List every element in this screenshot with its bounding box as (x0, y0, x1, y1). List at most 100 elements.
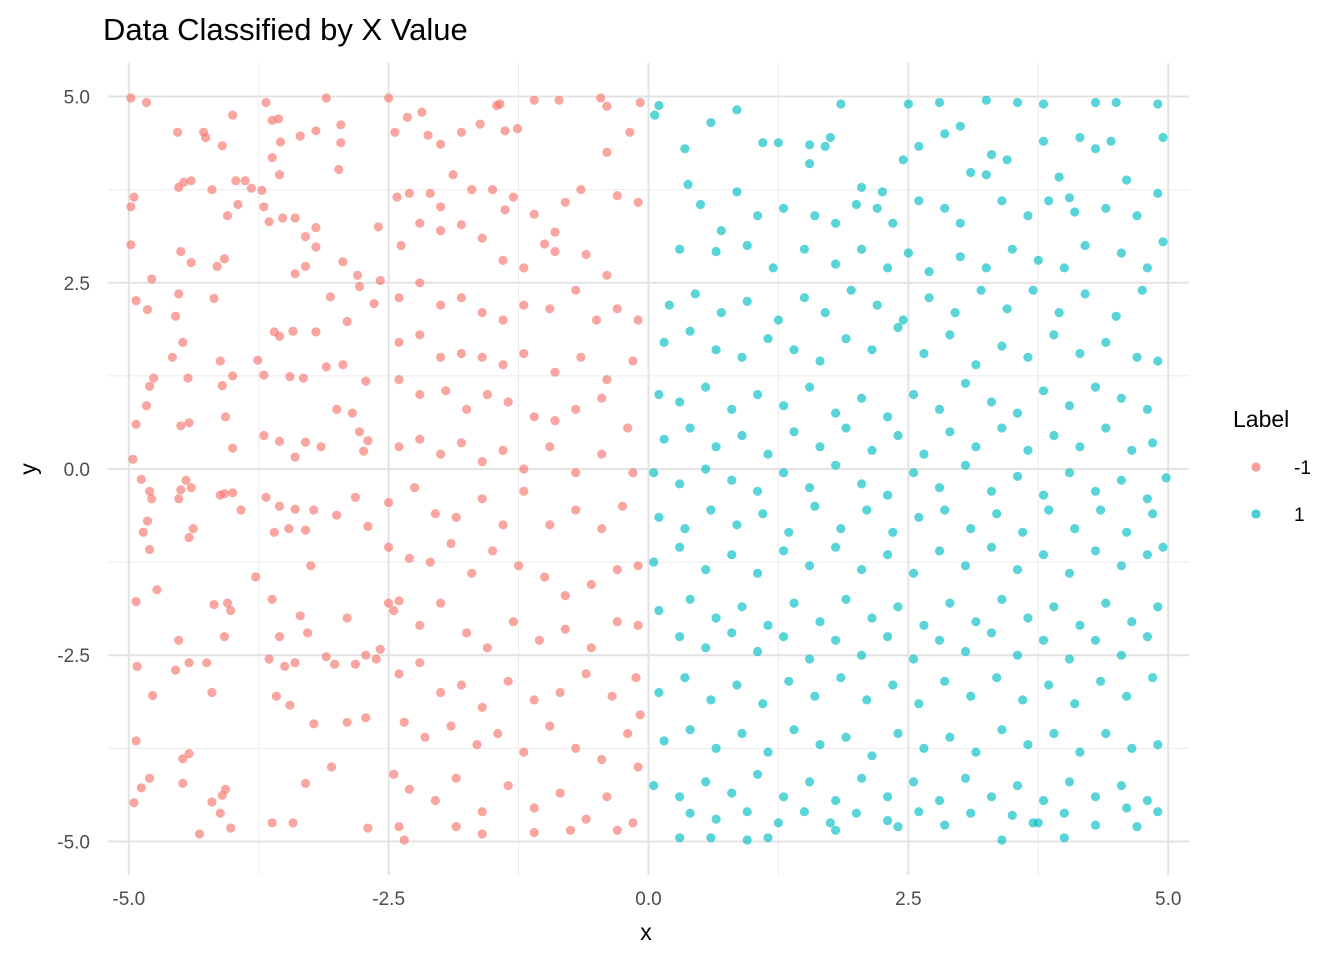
point-label-neg1 (300, 232, 311, 242)
point-label-neg1 (623, 423, 633, 433)
point-label-neg1 (178, 754, 188, 764)
point-label-pos1 (654, 605, 664, 616)
point-label-neg1 (285, 700, 295, 710)
point-label-neg1 (188, 524, 198, 534)
point-label-neg1 (456, 293, 466, 303)
point-label-neg1 (275, 137, 286, 147)
grid-major (108, 63, 1189, 875)
point-label-neg1 (300, 778, 311, 789)
point-label-pos1 (1116, 650, 1126, 660)
point-label-pos1 (1033, 255, 1043, 265)
point-label-neg1 (226, 605, 236, 616)
point-label-pos1 (888, 218, 898, 228)
point-label-pos1 (706, 695, 716, 705)
point-label-neg1 (251, 572, 261, 582)
point-label-neg1 (436, 300, 446, 310)
point-label-pos1 (1116, 561, 1126, 571)
point-label-neg1 (290, 504, 300, 514)
point-label-neg1 (477, 829, 487, 839)
point-label-pos1 (1064, 468, 1075, 478)
point-label-pos1 (1054, 172, 1064, 182)
point-label-neg1 (183, 373, 193, 383)
point-label-pos1 (1090, 144, 1101, 154)
point-label-neg1 (285, 372, 295, 382)
point-label-neg1 (602, 101, 612, 111)
point-label-pos1 (1090, 820, 1101, 830)
point-label-neg1 (396, 240, 406, 251)
point-label-pos1 (815, 356, 825, 366)
point-label-neg1 (295, 131, 305, 141)
point-label-neg1 (545, 442, 555, 452)
point-label-neg1 (482, 643, 492, 653)
point-label-neg1 (167, 352, 177, 362)
point-label-neg1 (147, 494, 157, 504)
point-label-pos1 (945, 427, 955, 437)
y-tick-label: 0.0 (64, 460, 90, 481)
point-label-neg1 (288, 326, 298, 336)
point-label-pos1 (888, 527, 898, 537)
point-label-pos1 (784, 527, 794, 537)
point-label-pos1 (805, 654, 815, 664)
point-label-pos1 (815, 617, 825, 627)
point-label-neg1 (207, 797, 217, 807)
point-label-pos1 (1007, 244, 1017, 254)
point-label-pos1 (1158, 132, 1168, 143)
point-label-neg1 (336, 138, 346, 148)
point-label-neg1 (201, 132, 211, 143)
point-label-pos1 (1142, 632, 1152, 642)
point-label-pos1 (986, 792, 997, 802)
point-label-pos1 (857, 565, 867, 575)
point-label-pos1 (986, 542, 997, 552)
point-label-neg1 (394, 596, 404, 606)
point-label-pos1 (934, 483, 945, 493)
point-label-neg1 (361, 650, 371, 660)
point-label-pos1 (981, 170, 991, 180)
point-label-pos1 (1002, 304, 1012, 314)
point-label-pos1 (992, 509, 1002, 519)
point-label-neg1 (633, 315, 643, 325)
point-label-neg1 (136, 474, 146, 484)
point-label-pos1 (1064, 654, 1075, 664)
point-label-neg1 (467, 185, 477, 195)
point-label-neg1 (498, 315, 508, 325)
point-label-neg1 (519, 348, 529, 359)
point-label-pos1 (914, 512, 924, 523)
point-label-neg1 (186, 483, 196, 493)
point-label-neg1 (477, 233, 487, 243)
point-label-neg1 (253, 355, 263, 365)
point-label-pos1 (1038, 550, 1049, 560)
y-tick-label: 2.5 (64, 274, 90, 295)
point-label-pos1 (727, 475, 737, 485)
point-label-pos1 (815, 740, 825, 750)
point-label-pos1 (649, 781, 659, 791)
point-label-pos1 (654, 512, 664, 523)
point-label-pos1 (997, 341, 1007, 351)
point-label-pos1 (1148, 509, 1158, 519)
point-label-pos1 (1101, 337, 1111, 347)
point-label-neg1 (354, 427, 365, 437)
point-label-pos1 (675, 542, 685, 552)
point-label-neg1 (477, 702, 487, 713)
point-label-pos1 (1054, 308, 1064, 318)
point-label-pos1 (737, 352, 747, 362)
point-label-pos1 (883, 550, 893, 560)
point-label-neg1 (375, 275, 385, 286)
point-label-pos1 (1075, 747, 1085, 757)
point-label-pos1 (893, 322, 903, 333)
legend-label-pos1: 1 (1294, 505, 1305, 526)
point-label-neg1 (597, 449, 607, 459)
point-label-neg1 (219, 254, 229, 264)
point-label-neg1 (228, 443, 238, 453)
point-label-neg1 (152, 585, 162, 595)
point-label-neg1 (184, 749, 194, 759)
point-label-pos1 (1132, 352, 1142, 362)
point-label-neg1 (142, 305, 153, 315)
point-label-neg1 (617, 501, 628, 511)
point-label-neg1 (171, 665, 181, 675)
point-label-pos1 (675, 244, 685, 254)
point-label-pos1 (945, 732, 955, 742)
point-label-neg1 (597, 754, 607, 765)
point-label-pos1 (675, 397, 685, 407)
point-label-neg1 (290, 658, 300, 668)
point-label-pos1 (763, 334, 773, 344)
